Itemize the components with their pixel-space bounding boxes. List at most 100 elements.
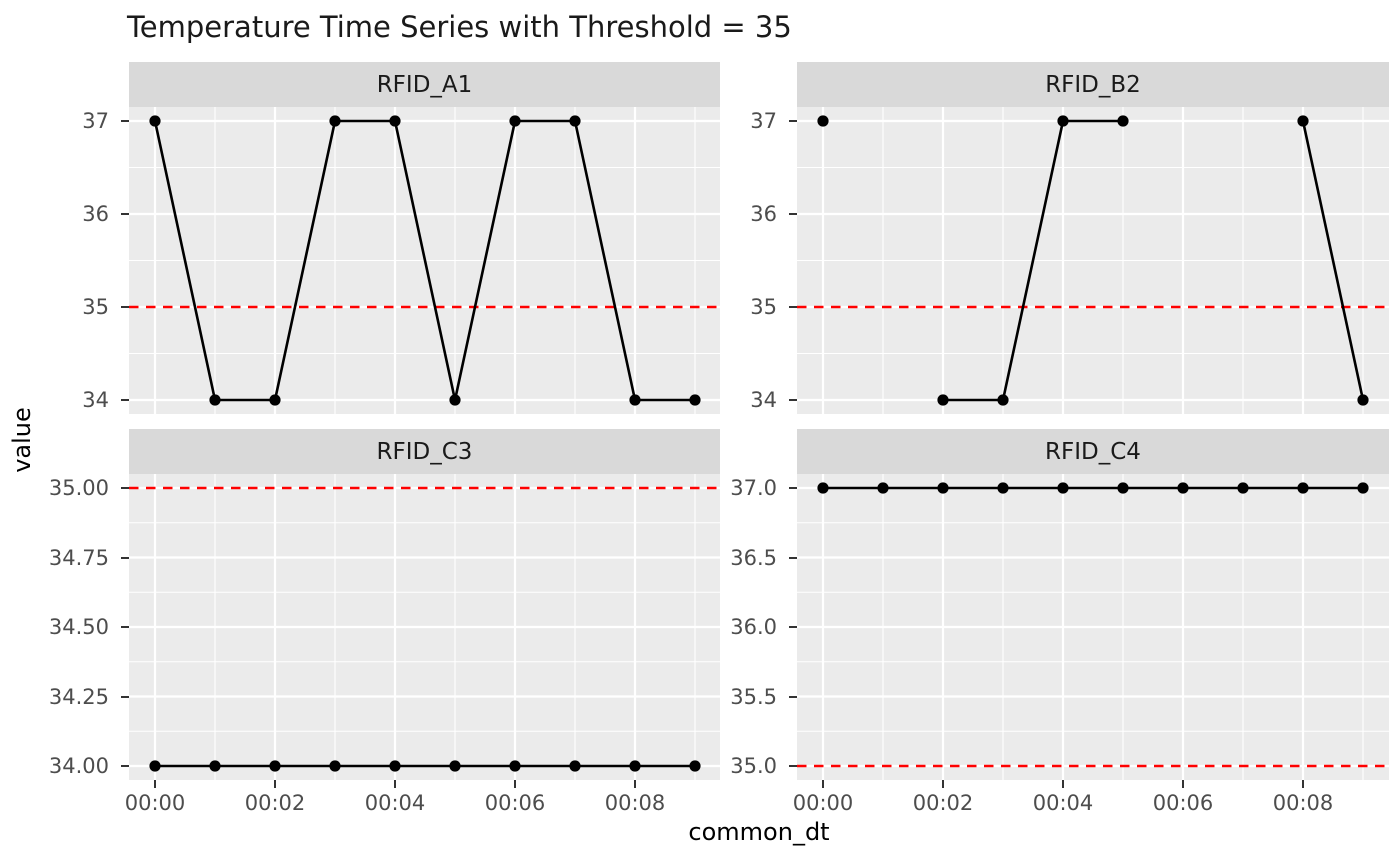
y-tick-mark xyxy=(789,487,797,489)
data-line xyxy=(1301,120,1365,401)
plot-area-RFID_C4 xyxy=(797,474,1389,780)
y-tick-mark xyxy=(121,626,129,628)
y-tick-label: 34 xyxy=(82,388,109,412)
x-tick-mark xyxy=(274,780,276,788)
facet-strip-RFID_A1: RFID_A1 xyxy=(129,62,720,107)
x-tick-label: 00:08 xyxy=(604,791,666,815)
y-tick-mark xyxy=(121,765,129,767)
y-tick-label: 34.00 xyxy=(48,754,109,778)
facet-strip-label: RFID_B2 xyxy=(1045,71,1141,98)
facet-strip-RFID_B2: RFID_B2 xyxy=(797,62,1389,107)
y-tick-mark xyxy=(121,695,129,698)
facet-strip-label: RFID_A1 xyxy=(376,71,473,98)
x-tick-label: 00:02 xyxy=(244,791,306,815)
x-tick-label: 00:04 xyxy=(364,791,426,815)
data-point xyxy=(449,760,461,772)
y-tick-mark xyxy=(789,120,797,122)
y-tick-mark xyxy=(121,306,129,308)
data-point xyxy=(937,394,949,406)
y-tick-mark xyxy=(121,556,129,559)
data-point xyxy=(997,394,1009,406)
y-tick-label: 35.5 xyxy=(730,684,777,709)
data-point xyxy=(1057,115,1069,127)
facet-strip-RFID_C3: RFID_C3 xyxy=(129,429,720,474)
data-point xyxy=(629,760,641,772)
data-point xyxy=(817,115,829,127)
plot-area-RFID_B2 xyxy=(797,107,1389,414)
data-point xyxy=(569,760,581,772)
x-tick-mark xyxy=(942,780,944,788)
data-point xyxy=(1057,482,1069,494)
y-tick-label: 37.0 xyxy=(730,476,777,500)
data-point xyxy=(209,394,221,406)
x-tick-label: 00:06 xyxy=(484,791,546,815)
x-tick-label: 00:04 xyxy=(1032,791,1094,815)
y-tick-label: 34.75 xyxy=(48,545,109,570)
data-point xyxy=(269,394,281,406)
y-tick-label: 34 xyxy=(750,388,777,412)
data-point xyxy=(877,482,889,494)
data-point xyxy=(1297,482,1309,494)
data-point xyxy=(209,760,221,772)
panel-RFID_B2 xyxy=(797,107,1389,414)
x-tick-label: 00:08 xyxy=(1272,791,1334,815)
data-point xyxy=(937,482,949,494)
y-tick-label: 34.25 xyxy=(48,684,109,709)
data-point xyxy=(149,115,161,127)
data-point xyxy=(1297,115,1309,127)
x-tick-mark xyxy=(1062,780,1064,788)
data-point xyxy=(1357,394,1369,406)
y-tick-label: 36 xyxy=(750,202,777,226)
x-tick-mark xyxy=(634,780,636,788)
y-tick-mark xyxy=(789,556,797,559)
plot-area-RFID_C3 xyxy=(129,474,720,780)
y-tick-label: 36.0 xyxy=(730,615,777,639)
data-point xyxy=(449,394,461,406)
y-tick-mark xyxy=(121,399,129,401)
y-tick-mark xyxy=(789,626,797,628)
panel-RFID_C3 xyxy=(129,474,720,780)
y-tick-mark xyxy=(789,765,797,767)
data-point xyxy=(389,115,401,127)
x-tick-mark xyxy=(394,780,396,788)
data-point xyxy=(389,760,401,772)
x-tick-mark xyxy=(154,780,156,788)
x-tick-mark xyxy=(1182,780,1184,788)
y-tick-label: 37 xyxy=(82,109,109,133)
facet-strip-label: RFID_C4 xyxy=(1045,438,1141,465)
data-point xyxy=(329,115,341,127)
y-tick-mark xyxy=(121,487,129,489)
x-tick-label: 00:06 xyxy=(1152,791,1214,815)
y-tick-mark xyxy=(121,213,129,215)
y-tick-mark xyxy=(121,120,129,122)
x-axis-title: common_dt xyxy=(688,818,830,846)
y-tick-mark xyxy=(789,306,797,308)
facet-strip-RFID_C4: RFID_C4 xyxy=(797,429,1389,474)
data-point xyxy=(817,482,829,494)
y-tick-label: 37 xyxy=(750,109,777,133)
plot-area-RFID_A1 xyxy=(129,107,720,414)
y-tick-label: 35.0 xyxy=(730,754,777,778)
x-tick-mark xyxy=(822,780,824,788)
panel-RFID_C4 xyxy=(797,474,1389,780)
x-tick-label: 00:00 xyxy=(124,791,186,815)
data-point xyxy=(509,760,521,772)
data-point xyxy=(689,394,701,406)
y-tick-mark xyxy=(789,399,797,401)
data-point xyxy=(1177,482,1189,494)
y-tick-label: 35.00 xyxy=(48,476,109,500)
data-line xyxy=(943,119,1123,402)
x-tick-mark xyxy=(1302,780,1304,788)
data-point xyxy=(329,760,341,772)
data-point xyxy=(997,482,1009,494)
panel-RFID_A1 xyxy=(129,107,720,414)
data-point xyxy=(1237,482,1249,494)
data-point xyxy=(1117,482,1129,494)
y-tick-label: 36 xyxy=(82,202,109,226)
y-tick-mark xyxy=(789,695,797,698)
chart-title: Temperature Time Series with Threshold =… xyxy=(127,10,792,44)
y-tick-mark xyxy=(789,213,797,215)
data-point xyxy=(149,760,161,772)
data-point xyxy=(569,115,581,127)
y-axis-title: value xyxy=(8,407,36,473)
